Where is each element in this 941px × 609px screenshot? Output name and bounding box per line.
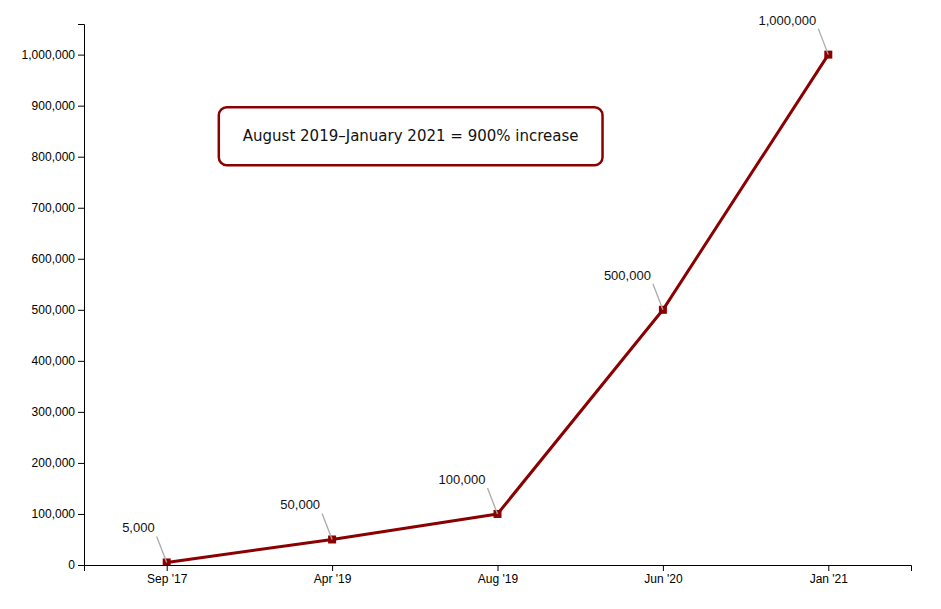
x-tick-label: Aug '19 <box>478 572 519 586</box>
y-tick: 900,000 <box>32 99 84 113</box>
x-tick: Apr '19 <box>314 565 352 586</box>
x-tick-label: Apr '19 <box>314 572 352 586</box>
y-tick-mark <box>78 514 84 515</box>
y-tick: 600,000 <box>32 252 84 266</box>
data-label: 100,000 <box>439 472 486 487</box>
y-tick-label: 400,000 <box>32 354 76 368</box>
data-label: 1,000,000 <box>758 13 816 28</box>
y-tick-mark <box>78 106 84 107</box>
y-tick-mark <box>78 55 84 56</box>
y-tick-label: 600,000 <box>32 252 76 266</box>
y-tick: 100,000 <box>32 507 84 521</box>
y-tick-label: 1,000,000 <box>22 48 76 62</box>
y-tick-mark <box>78 463 84 464</box>
x-tick-mark <box>828 565 829 571</box>
y-tick: 400,000 <box>32 354 84 368</box>
y-tick: 200,000 <box>32 456 84 470</box>
chart: 0 100,000 200,000 300,000 400,000 500,000 600,… <box>0 0 941 609</box>
y-tick-mark <box>78 259 84 260</box>
x-tick-label: Jan '21 <box>810 572 849 586</box>
plot: 0 100,000 200,000 300,000 400,000 500,000 600,… <box>22 13 912 586</box>
leader-line <box>322 513 332 539</box>
y-tick: 800,000 <box>32 150 84 164</box>
marker <box>824 51 832 59</box>
y-axis: 0 100,000 200,000 300,000 400,000 500,000 600,… <box>22 25 85 573</box>
y-tick: 300,000 <box>32 405 84 419</box>
annotation: August 2019–January 2021 = 900% increase <box>219 107 603 165</box>
y-tick-mark <box>78 412 84 413</box>
leader-line <box>488 488 498 514</box>
x-tick: Aug '19 <box>478 565 519 586</box>
x-tick: Jun '20 <box>644 565 683 586</box>
leader-line <box>818 29 828 55</box>
annotation-text: August 2019–January 2021 = 900% increase <box>243 127 579 145</box>
y-tick-label: 800,000 <box>32 150 76 164</box>
data-labels: 5,000 50,000 100,000 500,000 1,000,000 <box>122 13 828 563</box>
y-tick: 0 <box>68 558 84 572</box>
y-tick: 500,000 <box>32 303 84 317</box>
y-tick-mark <box>78 565 84 566</box>
y-tick-label: 900,000 <box>32 99 76 113</box>
x-tick-mark <box>167 565 168 571</box>
y-tick: 1,000,000 <box>22 48 84 62</box>
series <box>163 51 833 565</box>
y-tick-label: 200,000 <box>32 456 76 470</box>
x-tick-mark <box>663 565 664 571</box>
y-tick-label: 700,000 <box>32 201 76 215</box>
y-tick-label: 300,000 <box>32 405 76 419</box>
x-tick: Sep '17 <box>147 565 188 586</box>
leader-line <box>653 284 663 310</box>
y-tick-mark <box>78 361 84 362</box>
data-label: 5,000 <box>122 520 155 535</box>
x-axis: Sep '17 Apr '19 Aug '19 Jun '20 Jan '21 <box>85 565 912 586</box>
x-tick-label: Jun '20 <box>644 572 683 586</box>
annotation-box <box>219 107 603 165</box>
data-label: 500,000 <box>604 268 651 283</box>
y-tick-label: 500,000 <box>32 303 76 317</box>
y-axis-line <box>78 25 85 566</box>
y-tick-label: 100,000 <box>32 507 76 521</box>
y-tick-mark <box>78 310 84 311</box>
data-label: 50,000 <box>280 497 320 512</box>
x-tick: Jan '21 <box>810 565 849 586</box>
line <box>167 55 829 563</box>
leader-line <box>157 536 167 562</box>
x-axis-line <box>85 566 912 572</box>
y-tick-mark <box>78 157 84 158</box>
y-tick-mark <box>78 208 84 209</box>
y-tick: 700,000 <box>32 201 84 215</box>
x-tick-mark <box>498 565 499 571</box>
y-tick-label: 0 <box>68 558 75 572</box>
x-tick-mark <box>332 565 333 571</box>
marker <box>494 510 502 518</box>
x-tick-label: Sep '17 <box>147 572 188 586</box>
